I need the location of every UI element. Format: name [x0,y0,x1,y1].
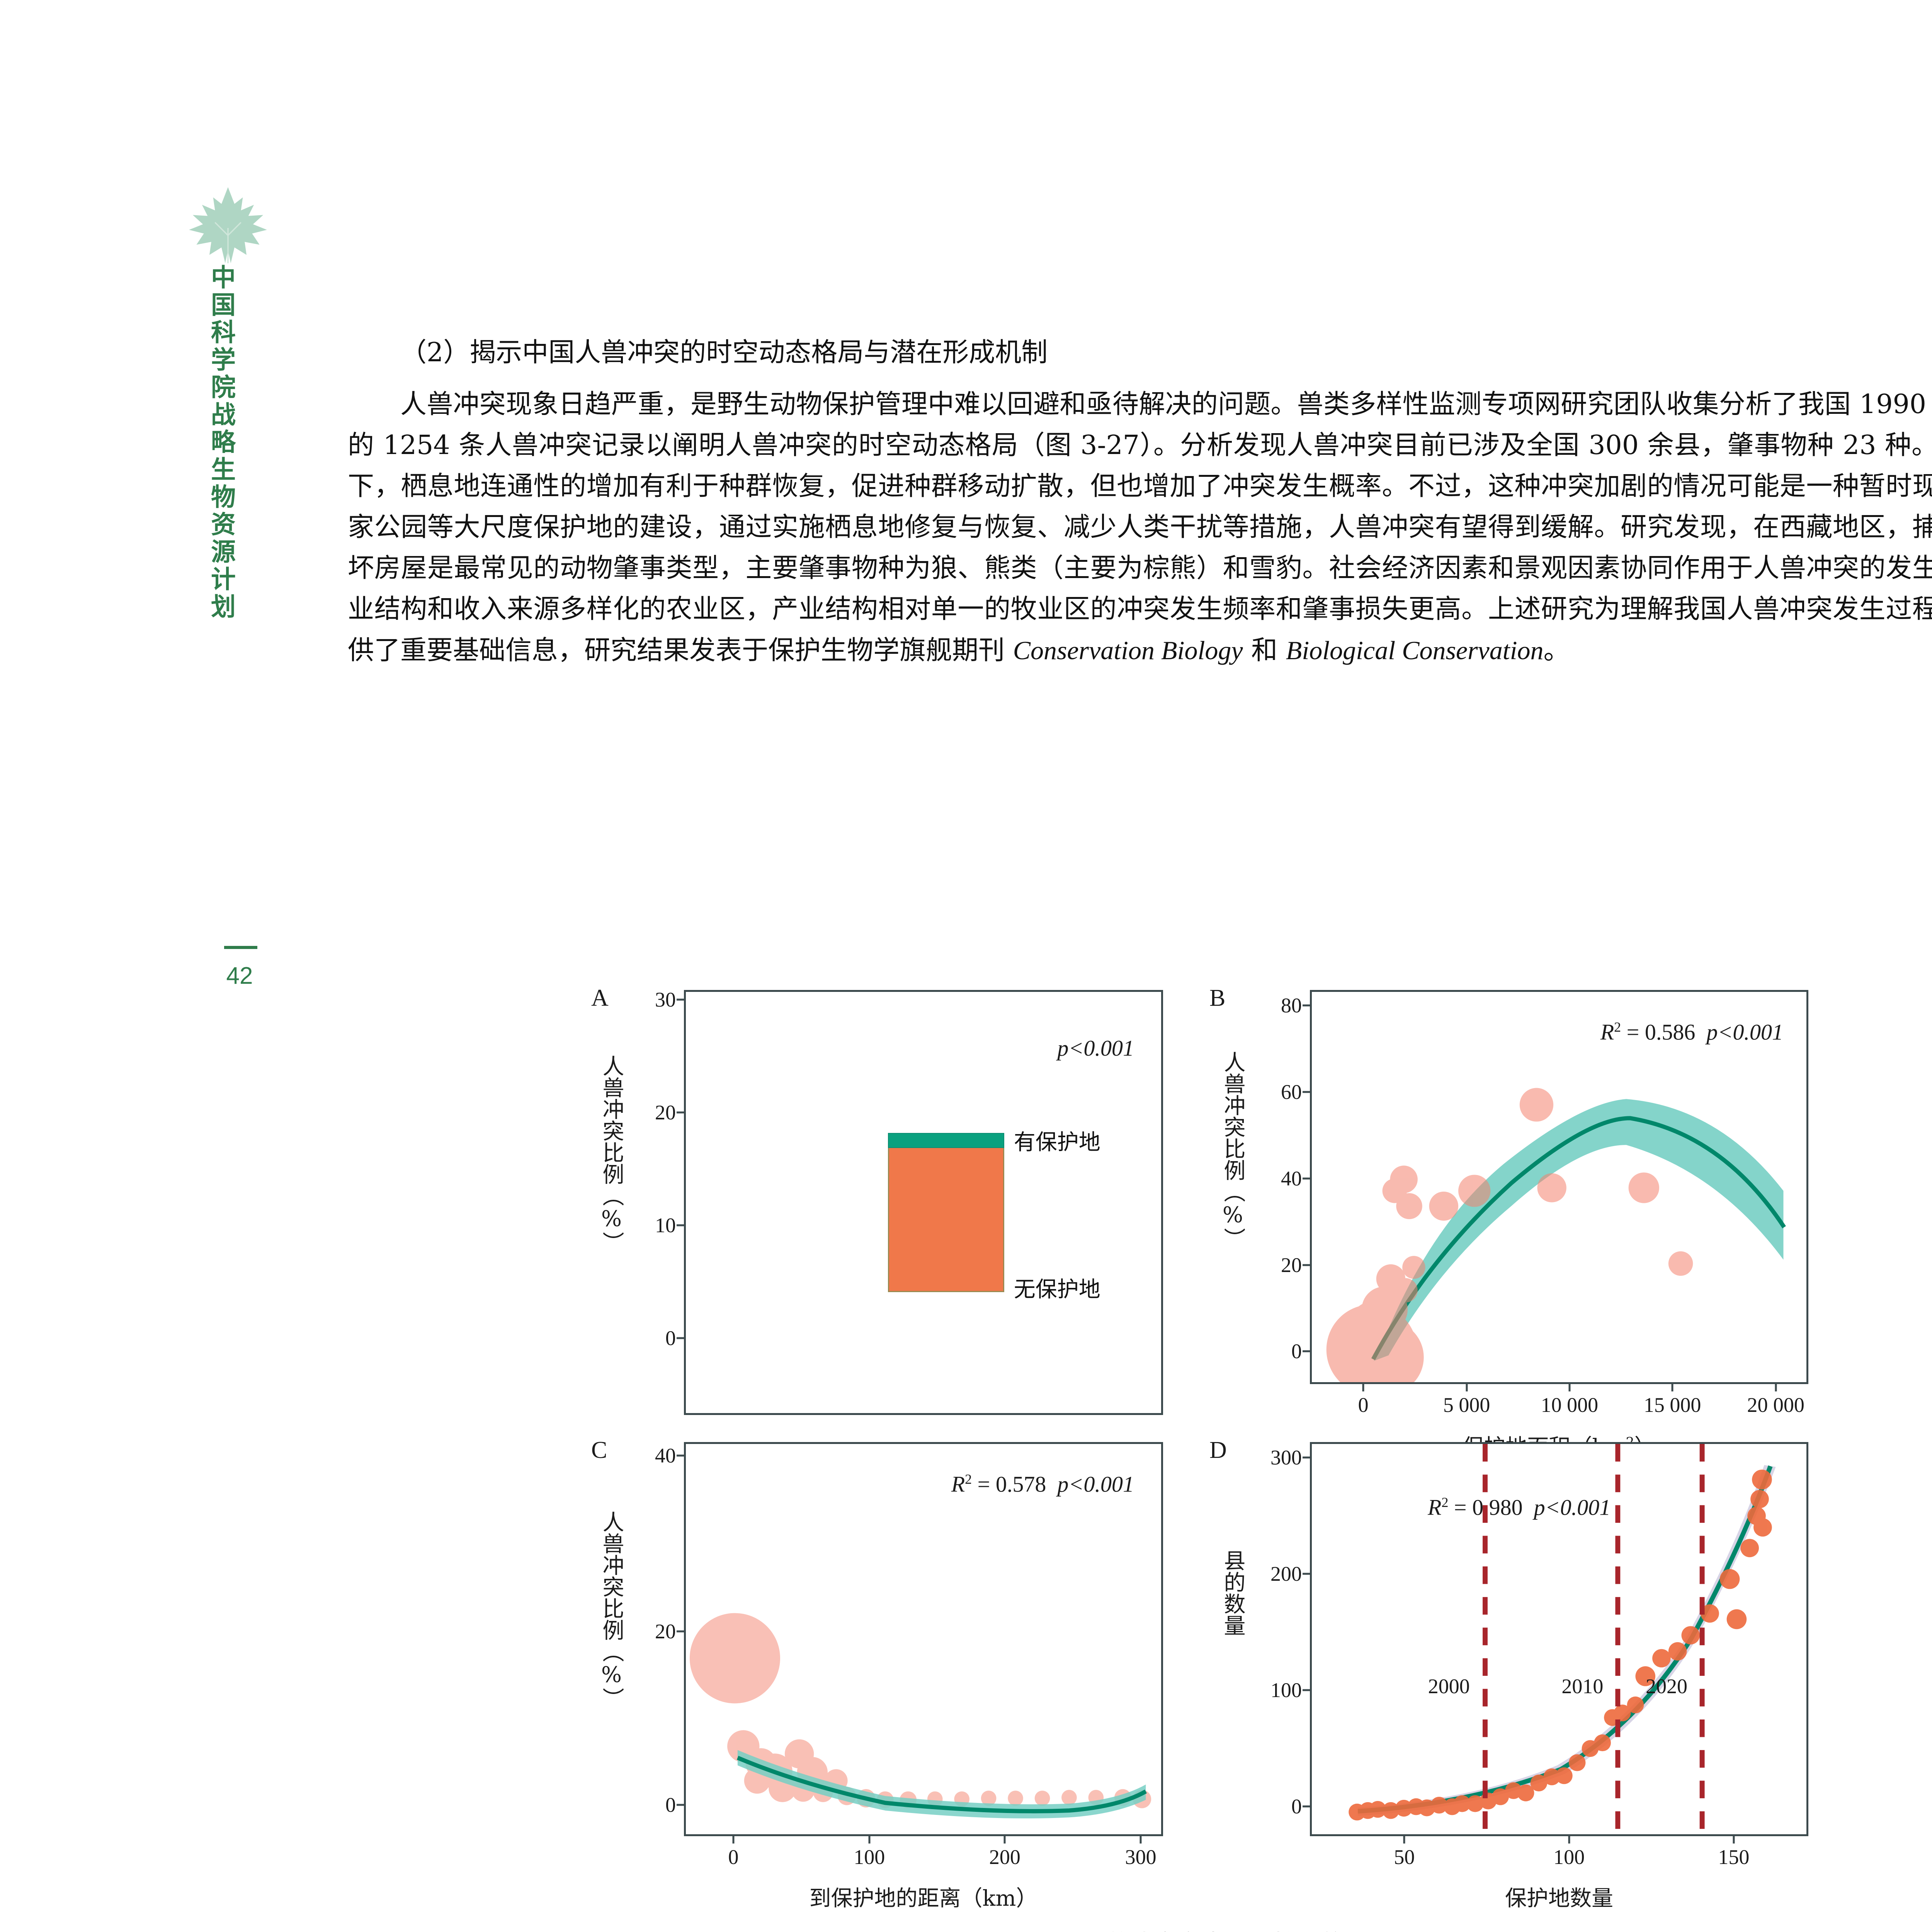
figure-caption: 图 3-27 人兽冲突发生与保护区的关系 [0,1924,1932,1932]
panel-d-xtick-50: 50 [1394,1845,1415,1869]
panel-b-pvalue: p<0.001 [1706,1019,1783,1045]
article-body: （2）揭示中国人兽冲突的时空动态格局与潜在形成机制 人兽冲突现象日趋严重，是野生… [348,332,1932,673]
panel-c-xtick-200: 200 [989,1845,1020,1869]
panel-b-plot-area: 80 60 40 20 0 0 5 000 10 000 15 000 20 0… [1281,990,1808,1417]
panel-c-plot-area: 40 20 0 0 100 200 300 R2 = 0.578 p<0.001 [655,1442,1163,1869]
year-marker-2010: 2010 [1561,1674,1604,1698]
legend-label-no-protected-area: 无保护地 [1014,1277,1100,1302]
panel-b-xtick-20000: 20 000 [1747,1393,1804,1417]
panel-c-xlabel: 到保护地的距离（km） [809,1886,1038,1911]
panel-b-label: B [1209,985,1226,1011]
panel-d-ylabel: 县的数量 [1220,1549,1245,1636]
panel-b-ytick-80: 80 [1281,994,1302,1017]
panel-d-pvalue: p<0.001 [1534,1495,1611,1520]
panel-a: A 人兽冲突比例（%） 30 20 10 0 p<0.001 有保护地 无保护地 [587,981,1182,1426]
panel-d-plot-area: 300 200 100 0 50 100 150 R2 = 0.980 p<0.… [1270,1442,1808,1869]
panel-d-ytick-300: 300 [1270,1446,1302,1469]
panel-c-xtick-0: 0 [728,1845,739,1869]
panel-c-label: C [591,1437,607,1463]
panel-b-ylabel: 人兽冲突比例（%） [1220,1051,1245,1249]
journal-name-2: Biological Conservation [1286,636,1544,665]
panel-c-ytick-20: 20 [655,1619,676,1643]
sidebar-title: 中国科学院战略生物资源计划 [207,264,235,621]
year-marker-2020: 2020 [1646,1674,1687,1698]
panel-b-data-layer [1326,1088,1786,1382]
panel-b-xtick-5000: 5 000 [1443,1393,1490,1417]
panel-c-stats: R2 = 0.578 p<0.001 [951,1471,1134,1497]
panel-d-xtick-100: 100 [1553,1845,1585,1869]
panel-d-xtick-150: 150 [1718,1845,1750,1869]
legend-label-with-protected-area: 有保护地 [1014,1130,1100,1155]
panel-a-label: A [591,985,609,1011]
panel-a-ytick-30: 30 [655,988,676,1011]
section-heading: （2）揭示中国人兽冲突的时空动态格局与潜在形成机制 [400,337,1048,368]
figure-3-27: A 人兽冲突比例（%） 30 20 10 0 p<0.001 有保护地 无保护地… [587,981,1847,1917]
body-paragraph: 人兽冲突现象日趋严重，是野生动物保护管理中难以回避和亟待解决的问题。兽类多样性监… [348,384,1932,671]
panel-c-xtick-300: 300 [1125,1845,1156,1869]
panel-b-ytick-20: 20 [1281,1253,1302,1277]
panel-b-ytick-40: 40 [1281,1167,1302,1190]
bar-with-protected-area [888,1133,1005,1148]
panel-a-ytick-0: 0 [665,1326,676,1350]
panel-a-pvalue: p<0.001 [1057,1036,1134,1061]
panel-d-data-layer [1349,1444,1776,1834]
panel-d-ytick-100: 100 [1270,1679,1302,1702]
panel-c: C 人兽冲突比例（%） 40 20 0 0 100 200 300 R2 = 0… [587,1434,1182,1917]
panel-d-stats: R2 = 0.980 p<0.001 [1428,1495,1611,1520]
paragraph-text-1: 人兽冲突现象日趋严重，是野生动物保护管理中难以回避和亟待解决的问题。兽类多样性监… [348,389,1932,666]
panel-a-ytick-20: 20 [655,1100,676,1124]
panel-d-r2: 0.980 [1472,1495,1523,1520]
panel-c-data-layer [689,1613,1151,1819]
maple-leaf-icon [189,187,267,264]
figure-caption-number: 图 3-27 [973,1930,1058,1932]
panel-b-ytick-60: 60 [1281,1080,1302,1104]
panel-d: D 县的数量 300 200 100 0 50 100 150 R2 = 0.9… [1206,1434,1847,1917]
panel-a-plot-area: 30 20 10 0 p<0.001 有保护地 无保护地 [655,988,1163,1415]
panel-c-ytick-0: 0 [665,1793,676,1817]
panel-b-xtick-0: 0 [1358,1393,1369,1417]
panel-b-xtick-10000: 10 000 [1541,1393,1599,1417]
page-number: 42 [226,963,253,989]
panel-d-label: D [1209,1437,1227,1463]
journal-name-1: Conservation Biology [1013,636,1243,665]
panel-b-stats: R2 = 0.586 p<0.001 [1600,1019,1783,1045]
panel-a-ylabel: 人兽冲突比例（%） [599,1055,624,1253]
panel-c-ylabel: 人兽冲突比例（%） [599,1511,624,1709]
page-number-rule [224,946,257,949]
panel-b-xtick-15000: 15 000 [1643,1393,1701,1417]
panel-d-ytick-0: 0 [1291,1795,1302,1818]
panel-d-xlabel: 保护地数量 [1505,1886,1613,1911]
panel-b-r2: 0.586 [1645,1019,1696,1045]
panel-b-ytick-0: 0 [1291,1340,1302,1363]
panel-d-ytick-200: 200 [1270,1562,1302,1586]
paragraph-text-mid: 和 [1243,635,1286,666]
panel-b: B 人兽冲突比例（%） 80 60 40 20 0 0 5 000 10 000… [1206,981,1847,1495]
panel-c-r2: 0.578 [995,1471,1046,1497]
panel-a-ytick-10: 10 [655,1213,676,1237]
year-marker-2000: 2000 [1428,1674,1470,1698]
sidebar: 中国科学院战略生物资源计划 [178,182,278,621]
panel-c-pvalue: p<0.001 [1057,1471,1134,1497]
paragraph-text-end: 。 [1543,635,1570,666]
figure-caption-text: 人兽冲突发生与保护区的关系 [1082,1930,1393,1932]
bar-no-protected-area [888,1147,1005,1293]
panel-c-xtick-100: 100 [854,1845,885,1869]
panel-c-ytick-40: 40 [655,1444,676,1468]
